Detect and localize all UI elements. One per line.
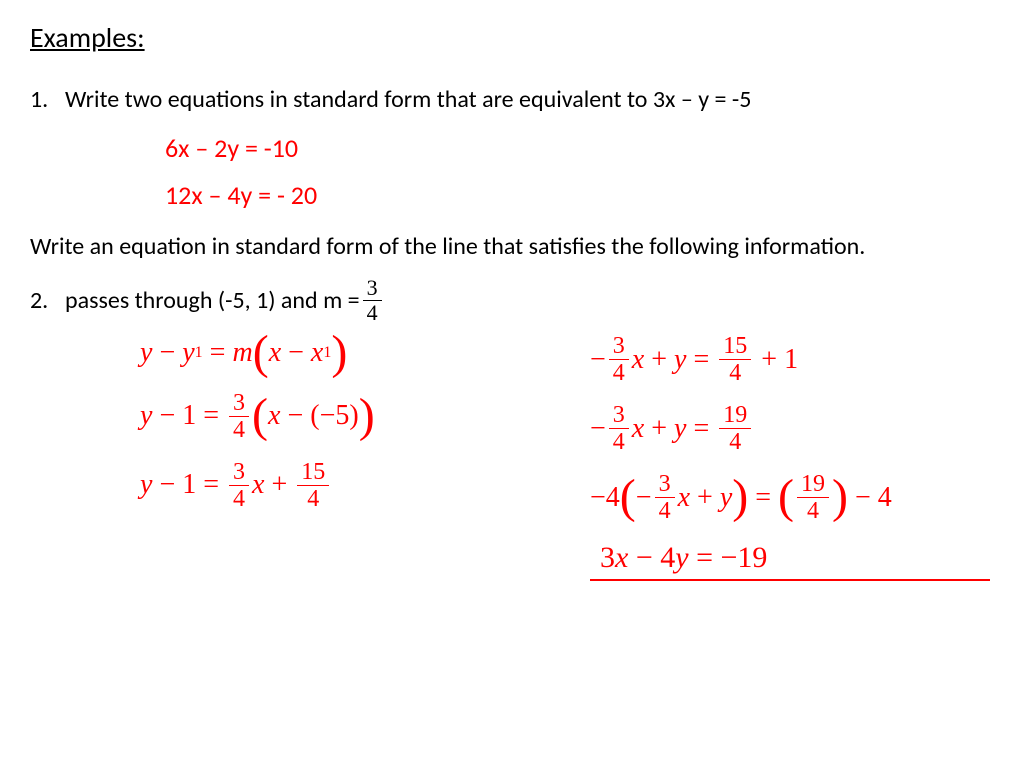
problem-1-text: Write two equations in standard form tha…	[65, 85, 751, 114]
problem-1: 1. Write two equations in standard form …	[30, 85, 994, 114]
right-line-1: − 34 x + y = 154 + 1	[590, 334, 990, 385]
problem-2-text: passes through (-5, 1) and m =	[65, 286, 360, 315]
final-answer: 3x − 4y = −19	[590, 541, 990, 581]
left-line-3: y − 1 = 34 x + 154	[140, 460, 540, 511]
work-area: y − y1 = m (x − x1) y − 1 = 34 (x − (−5)…	[30, 334, 994, 599]
problem-1-answer-2: 12x – 4y = - 20	[165, 179, 994, 211]
problem-2: 2. passes through (-5, 1) and m = 3 4	[30, 277, 994, 324]
problem-2-number: 2.	[30, 286, 65, 315]
right-line-3: −4 ( − 34 x + y ) = ( 194 ) − 4	[590, 472, 990, 523]
left-line-1: y − y1 = m (x − x1)	[140, 334, 540, 372]
slope-fraction: 3 4	[363, 277, 382, 324]
problem-1-answer-1: 6x – 2y = -10	[165, 132, 994, 164]
prompt-2: Write an equation in standard form of th…	[30, 231, 994, 262]
work-right-column: − 34 x + y = 154 + 1 − 34 x + y = 194 −4…	[590, 334, 990, 599]
work-left-column: y − y1 = m (x − x1) y − 1 = 34 (x − (−5)…	[140, 334, 540, 599]
right-line-2: − 34 x + y = 194	[590, 403, 990, 454]
problem-1-number: 1.	[30, 85, 65, 114]
heading-examples: Examples:	[30, 20, 994, 55]
left-line-2: y − 1 = 34 (x − (−5))	[140, 391, 540, 442]
